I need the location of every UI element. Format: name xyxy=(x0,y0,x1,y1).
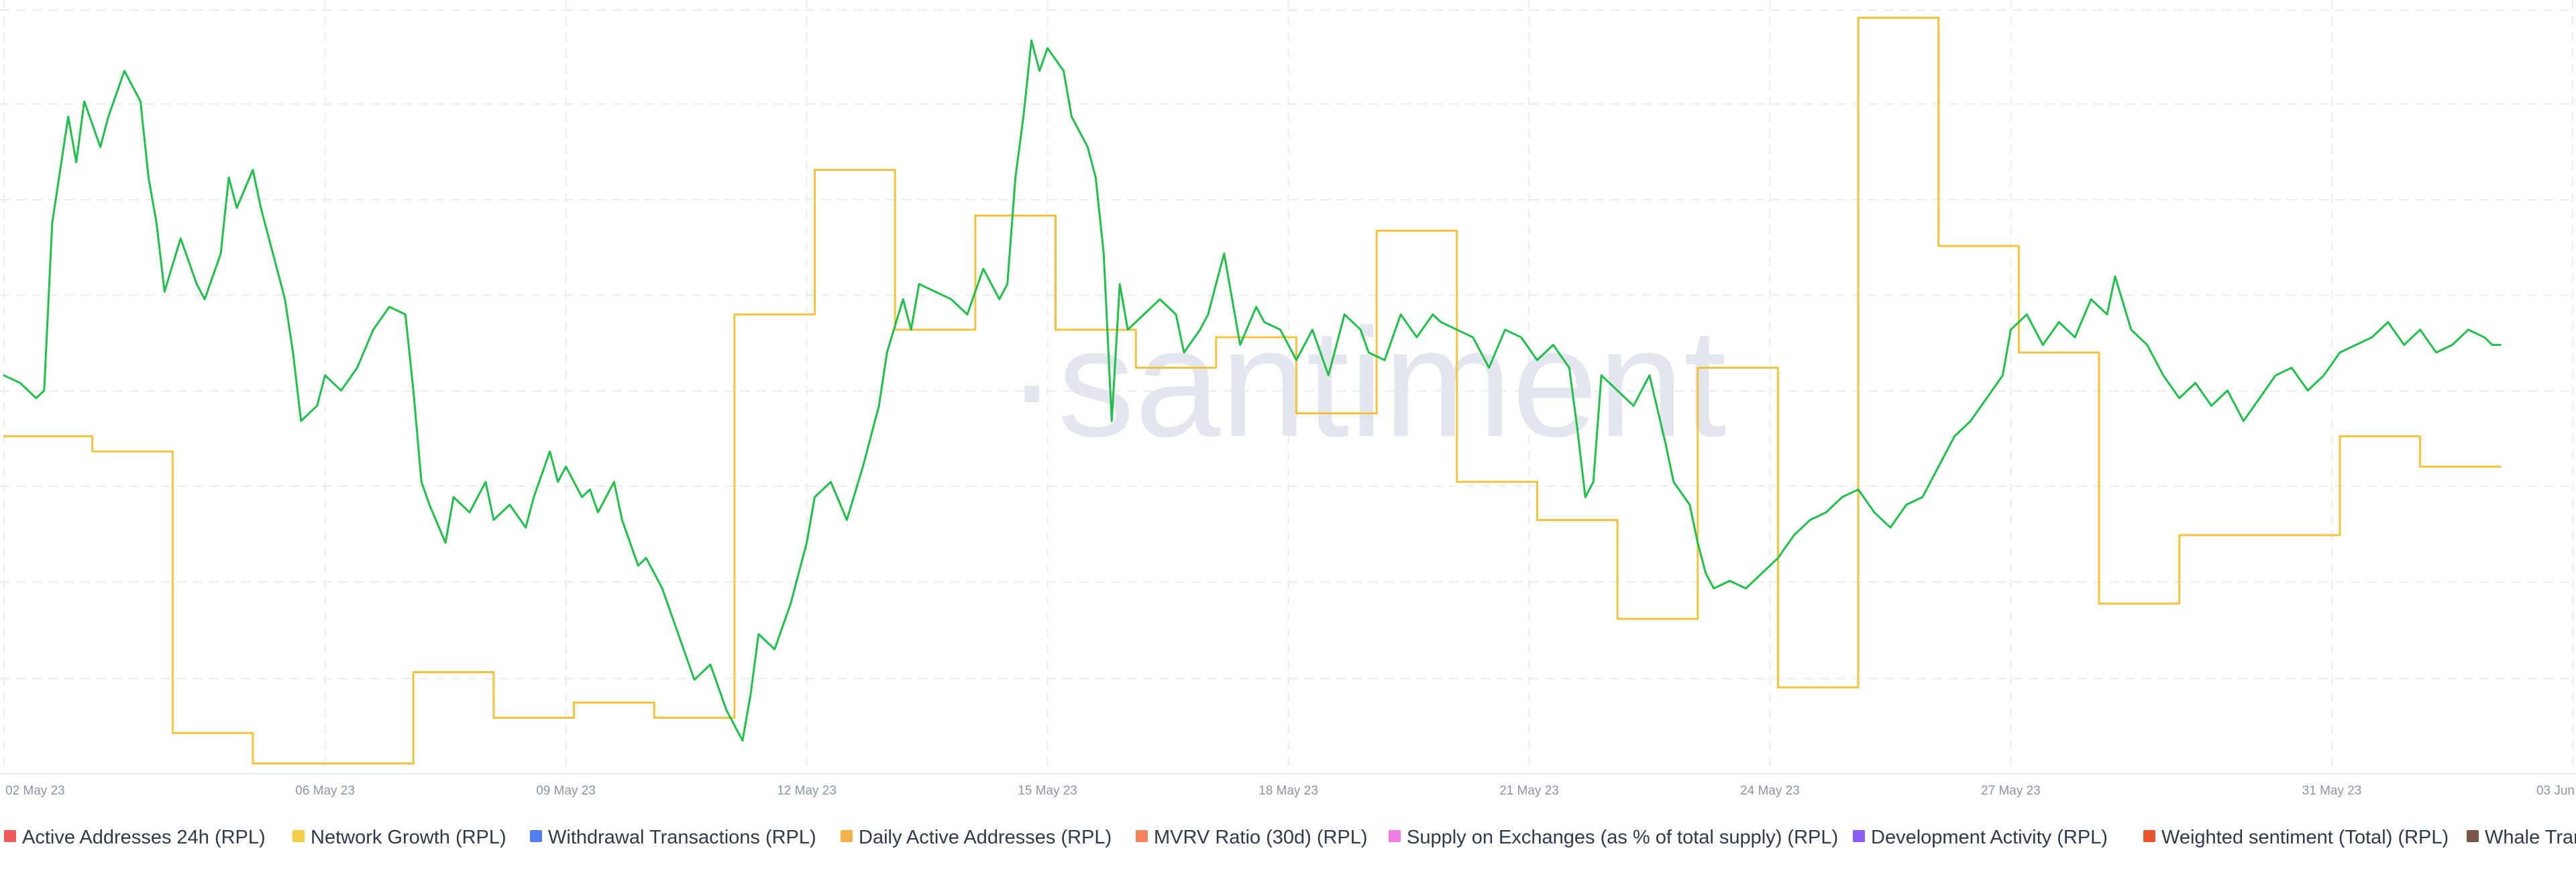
x-tick-label: 12 May 23 xyxy=(777,784,837,798)
legend-label: Active Addresses 24h (RPL) xyxy=(22,827,266,848)
legend-item[interactable]: Withdrawal Transactions (RPL) xyxy=(530,827,816,848)
legend-label: MVRV Ratio (30d) (RPL) xyxy=(1154,827,1368,848)
series-layer xyxy=(3,16,2502,765)
x-tick-label: 18 May 23 xyxy=(1258,784,1318,798)
legend[interactable]: Active Addresses 24h (RPL) Network Growth… xyxy=(4,827,2576,848)
x-tick-label: 21 May 23 xyxy=(1499,784,1559,798)
x-tick-label: 02 May 23 xyxy=(5,784,65,798)
x-tick-label: 24 May 23 xyxy=(1740,784,1800,798)
x-tick-label: 27 May 23 xyxy=(1981,784,2041,798)
series-line-1 xyxy=(3,39,2502,742)
legend-item[interactable]: Whale Transaction Count (>100k USD) (RPL… xyxy=(2467,827,2576,848)
legend-swatch xyxy=(841,830,853,842)
legend-item[interactable]: Development Activity (RPL) xyxy=(1853,827,2108,848)
series-line-0 xyxy=(3,16,2502,765)
legend-item[interactable]: Network Growth (RPL) xyxy=(292,827,506,848)
legend-swatch xyxy=(1136,830,1148,842)
legend-item[interactable]: Active Addresses 24h (RPL) xyxy=(4,827,266,848)
x-tick-label: 03 Jun xyxy=(2536,784,2575,798)
x-tick-label: 31 May 23 xyxy=(2302,784,2362,798)
legend-swatch xyxy=(1389,830,1401,842)
legend-label: Whale Transaction Count (>100k USD) (RPL… xyxy=(2485,827,2576,848)
x-tick-label: 09 May 23 xyxy=(536,784,596,798)
legend-swatch xyxy=(530,830,542,842)
legend-item[interactable]: Supply on Exchanges (as % of total suppl… xyxy=(1389,827,1838,848)
legend-label: Network Growth (RPL) xyxy=(311,827,506,848)
legend-item[interactable]: Weighted sentiment (Total) (RPL) xyxy=(2143,827,2449,848)
x-tick-label: 06 May 23 xyxy=(295,784,355,798)
legend-item[interactable]: MVRV Ratio (30d) (RPL) xyxy=(1136,827,1368,848)
x-axis: 02 May 23 06 May 23 09 May 23 12 May 23 15 M… xyxy=(5,784,2575,798)
legend-swatch xyxy=(292,830,305,842)
legend-swatch xyxy=(4,830,16,842)
legend-item[interactable]: Daily Active Addresses (RPL) xyxy=(841,827,1112,848)
x-tick-label: 15 May 23 xyxy=(1018,784,1077,798)
legend-label: Supply on Exchanges (as % of total suppl… xyxy=(1407,827,1838,848)
legend-swatch xyxy=(1853,830,1865,842)
grid-layer xyxy=(0,0,2576,774)
legend-label: Withdrawal Transactions (RPL) xyxy=(548,827,816,848)
legend-swatch xyxy=(2467,830,2479,842)
legend-swatch xyxy=(2143,830,2155,842)
legend-label: Daily Active Addresses (RPL) xyxy=(859,827,1112,848)
legend-label: Weighted sentiment (Total) (RPL) xyxy=(2161,827,2449,848)
legend-label: Development Activity (RPL) xyxy=(1871,827,2108,848)
